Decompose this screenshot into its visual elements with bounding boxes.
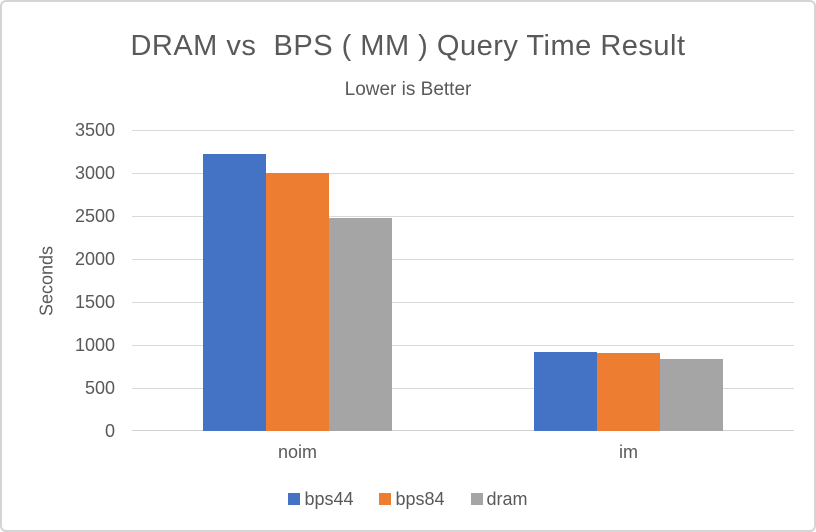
- bar-bps44-noim: [202, 154, 266, 431]
- y-tick-label-2000: 2000: [74, 249, 115, 269]
- bar-bps84-im: [596, 352, 661, 431]
- y-tick-label-3500: 3500: [74, 120, 115, 140]
- y-tick-label-0: 0: [104, 421, 115, 441]
- chart-title: DRAM vs BPS ( MM ) Query Time Result: [130, 30, 686, 62]
- legend-marker-bps84: [379, 493, 392, 505]
- gridline-2500: [132, 216, 794, 217]
- gridline-3500: [132, 130, 794, 131]
- legend-label-bps84: bps84: [395, 489, 445, 509]
- gridline-2000: [132, 259, 794, 260]
- legend-item-bps44: bps44: [288, 488, 353, 510]
- gridline-1500: [132, 302, 794, 303]
- x-axis-line: [132, 430, 794, 431]
- y-tick-label-1500: 1500: [74, 292, 115, 312]
- y-tick-label-3000: 3000: [74, 163, 115, 183]
- x-axis-label-noim: noim: [277, 442, 317, 462]
- bar-dram-im: [660, 358, 724, 431]
- legend-label-bps44: bps44: [304, 489, 354, 509]
- legend: bps44 bps84 dram: [2, 488, 814, 510]
- y-tick-label-500: 500: [84, 378, 115, 398]
- legend-marker-dram: [470, 493, 483, 505]
- gridline-500: [132, 388, 794, 389]
- gridline-3000: [132, 173, 794, 174]
- gridline-1000: [132, 345, 794, 346]
- plot-area: [132, 130, 794, 431]
- chart-subtitle: Lower is Better: [344, 79, 472, 100]
- legend-marker-bps44: [288, 493, 301, 505]
- bar-bps44-im: [533, 351, 597, 431]
- legend-label-dram: dram: [486, 489, 528, 509]
- x-axis-labels: noim im: [132, 440, 794, 464]
- legend-item-dram: dram: [470, 488, 528, 510]
- x-axis-label-im: im: [619, 442, 638, 462]
- y-axis-tick-labels: 0 500 1000 1500 2000 2500 3000 3500: [2, 120, 115, 441]
- legend-item-bps84: bps84: [379, 488, 445, 510]
- y-tick-label-1000: 1000: [74, 335, 115, 355]
- y-tick-label-2500: 2500: [74, 206, 115, 226]
- bar-dram-noim: [329, 217, 393, 431]
- bar-bps84-noim: [265, 173, 330, 431]
